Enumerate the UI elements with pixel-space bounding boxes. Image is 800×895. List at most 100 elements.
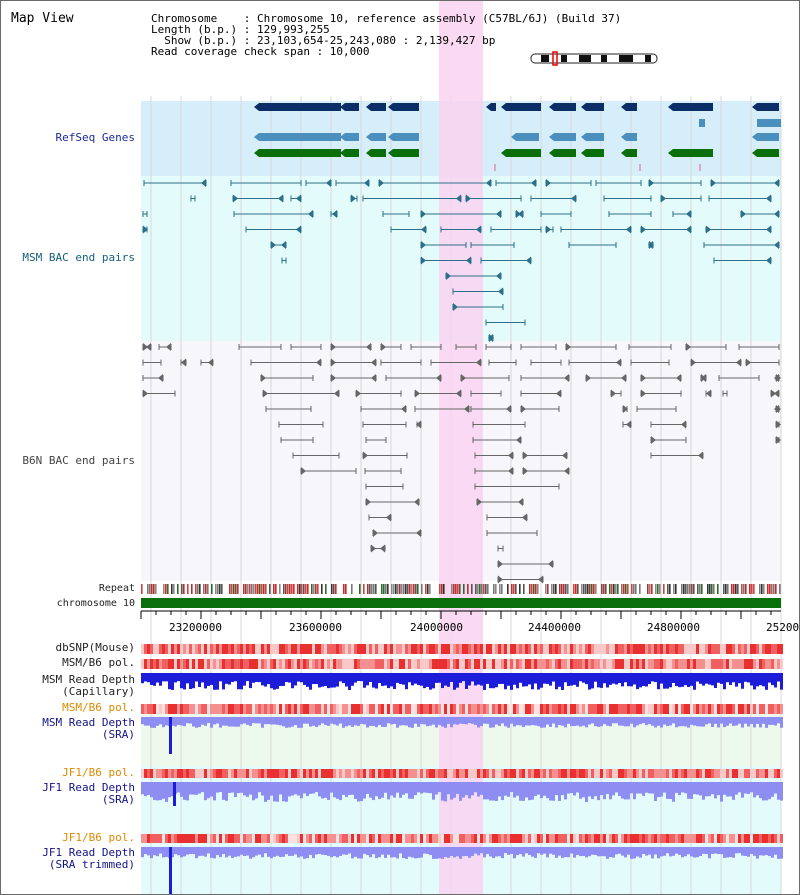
jf1-b6-pol-heat (588, 769, 591, 778)
jf1-b6-pol-heat (375, 769, 378, 778)
dbsnp-heat (723, 644, 726, 654)
jf1-depth-trimmed-bar (183, 847, 186, 857)
gene-arrow (388, 149, 393, 157)
dbsnp-heat (459, 644, 462, 654)
track-label-jf1-b6-pol-1[interactable]: JF1/B6 pol. (62, 766, 135, 779)
track-label-dbsnp[interactable]: dbSNP(Mouse) (55, 641, 135, 654)
jf1-depth-sra-bar (579, 782, 582, 799)
repeat-element (405, 584, 407, 594)
msm-depth-capillary-bar (627, 673, 630, 687)
repeat-element (151, 584, 153, 594)
bac-end-arrow (651, 436, 656, 444)
track-label-jf1-depth-sra[interactable]: JF1 Read Depth (SRA) (42, 781, 135, 806)
msm-b6-pol-heat (510, 704, 513, 714)
jf1-b6-pol-heat (747, 834, 750, 843)
msm-b6-pol-heat (711, 704, 714, 714)
track-label-refseq[interactable]: RefSeq Genes (55, 131, 135, 144)
jf1-b6-pol-heat (156, 769, 159, 778)
track-label-msm-depth-capillary[interactable]: MSM Read Depth (Capillary) (42, 673, 135, 698)
track-label-b6n-bac[interactable]: B6N BAC end pairs (22, 454, 135, 467)
repeat-element (363, 584, 365, 594)
msm-depth-capillary-bar (564, 673, 567, 683)
jf1-b6-pol-heat (162, 834, 165, 843)
msm-b6-pol-heat (156, 659, 159, 669)
msm-b6-pol-heat (378, 659, 381, 669)
msm-b6-pol-heat (342, 659, 345, 669)
msm-depth-capillary-bar (339, 673, 342, 682)
msm-depth-sra-bar (642, 717, 645, 724)
track-label-msm-depth-sra[interactable]: MSM Read Depth (SRA) (42, 716, 135, 741)
repeat-element (565, 584, 567, 594)
bac-end-arrow (380, 544, 385, 553)
jf1-depth-sra-bar (546, 782, 549, 799)
msm-depth-sra-bar (552, 717, 555, 724)
jf1-depth-sra-bar (201, 782, 204, 793)
jf1-depth-sra-bar (585, 782, 588, 802)
refseq-gene (626, 133, 637, 141)
track-label-msm-b6-pol-1[interactable]: MSM/B6 pol. (62, 656, 135, 669)
jf1-depth-trimmed-bar (201, 847, 204, 856)
msm-depth-capillary-bar (162, 673, 165, 682)
jf1-b6-pol-heat (738, 769, 741, 778)
track-label-msm-bac[interactable]: MSM BAC end pairs (22, 251, 135, 264)
track-label-msm-b6-pol-2[interactable]: MSM/B6 pol. (62, 701, 135, 714)
jf1-b6-pol-heat (354, 769, 357, 778)
jf1-b6-pol-heat (192, 769, 195, 778)
dbsnp-heat (579, 644, 582, 654)
dbsnp-heat (177, 644, 180, 654)
msm-b6-pol-heat (681, 704, 684, 714)
repeat-element (515, 584, 517, 594)
repeat-element (207, 584, 209, 594)
jf1-depth-trimmed-bar (606, 847, 609, 859)
gene-arrow (486, 103, 491, 111)
jf1-b6-pol-heat (771, 834, 774, 843)
msm-b6-pol-heat (582, 659, 585, 669)
msm-depth-sra-bar (225, 717, 228, 726)
track-label-chromosome[interactable]: chromosome 10 (56, 598, 135, 609)
msm-b6-pol-heat (327, 704, 330, 714)
msm-b6-pol-heat (177, 704, 180, 714)
msm-b6-pol-heat (258, 704, 261, 714)
refseq-gene (371, 149, 386, 157)
msm-depth-capillary-bar (474, 673, 477, 686)
msm-b6-pol-heat (699, 704, 702, 714)
msm-b6-pol-heat (351, 659, 354, 669)
msm-b6-pol-heat (675, 659, 678, 669)
msm-depth-capillary-bar (576, 673, 579, 687)
page-title: Map View (11, 11, 74, 26)
track-label-jf1-b6-pol-2[interactable]: JF1/B6 pol. (62, 831, 135, 844)
msm-b6-pol-heat (375, 659, 378, 669)
jf1-b6-pol-heat (756, 769, 759, 778)
jf1-depth-sra-bar (744, 782, 747, 794)
jf1-depth-trimmed-bar (456, 847, 459, 857)
dbsnp-heat (456, 644, 459, 654)
refseq-gene (516, 133, 539, 141)
jf1-depth-sra-bar (570, 782, 573, 794)
bac-end-arrow (466, 194, 471, 203)
jf1-depth-trimmed-bar (360, 847, 363, 859)
jf1-b6-pol-heat (324, 769, 327, 778)
repeat-element (307, 584, 309, 594)
msm-b6-pol-heat (477, 704, 480, 714)
msm-b6-pol-heat (621, 659, 624, 669)
msm-depth-sra-bar (585, 717, 588, 728)
track-label-repeat[interactable]: Repeat (98, 583, 135, 594)
msm-b6-pol-heat (528, 704, 531, 714)
jf1-b6-pol-heat (330, 769, 333, 778)
jf1-b6-pol-heat (693, 834, 696, 843)
track-label-jf1-depth-trimmed[interactable]: JF1 Read Depth (SRA trimmed) (42, 846, 135, 871)
jf1-depth-sra-bar (696, 782, 699, 795)
jf1-b6-pol-heat (507, 834, 510, 843)
dbsnp-heat (687, 644, 690, 654)
dbsnp-heat (735, 644, 738, 654)
repeat-element (147, 584, 149, 594)
msm-depth-sra-bar (693, 717, 696, 726)
repeat-element (229, 584, 231, 594)
jf1-b6-pol-heat (216, 834, 219, 843)
repeat-element (275, 584, 277, 594)
jf1-b6-pol-heat (609, 834, 612, 843)
msm-depth-capillary-bar (747, 673, 750, 683)
jf1-depth-trimmed-bar (678, 847, 681, 855)
msm-b6-pol-heat (543, 704, 546, 714)
